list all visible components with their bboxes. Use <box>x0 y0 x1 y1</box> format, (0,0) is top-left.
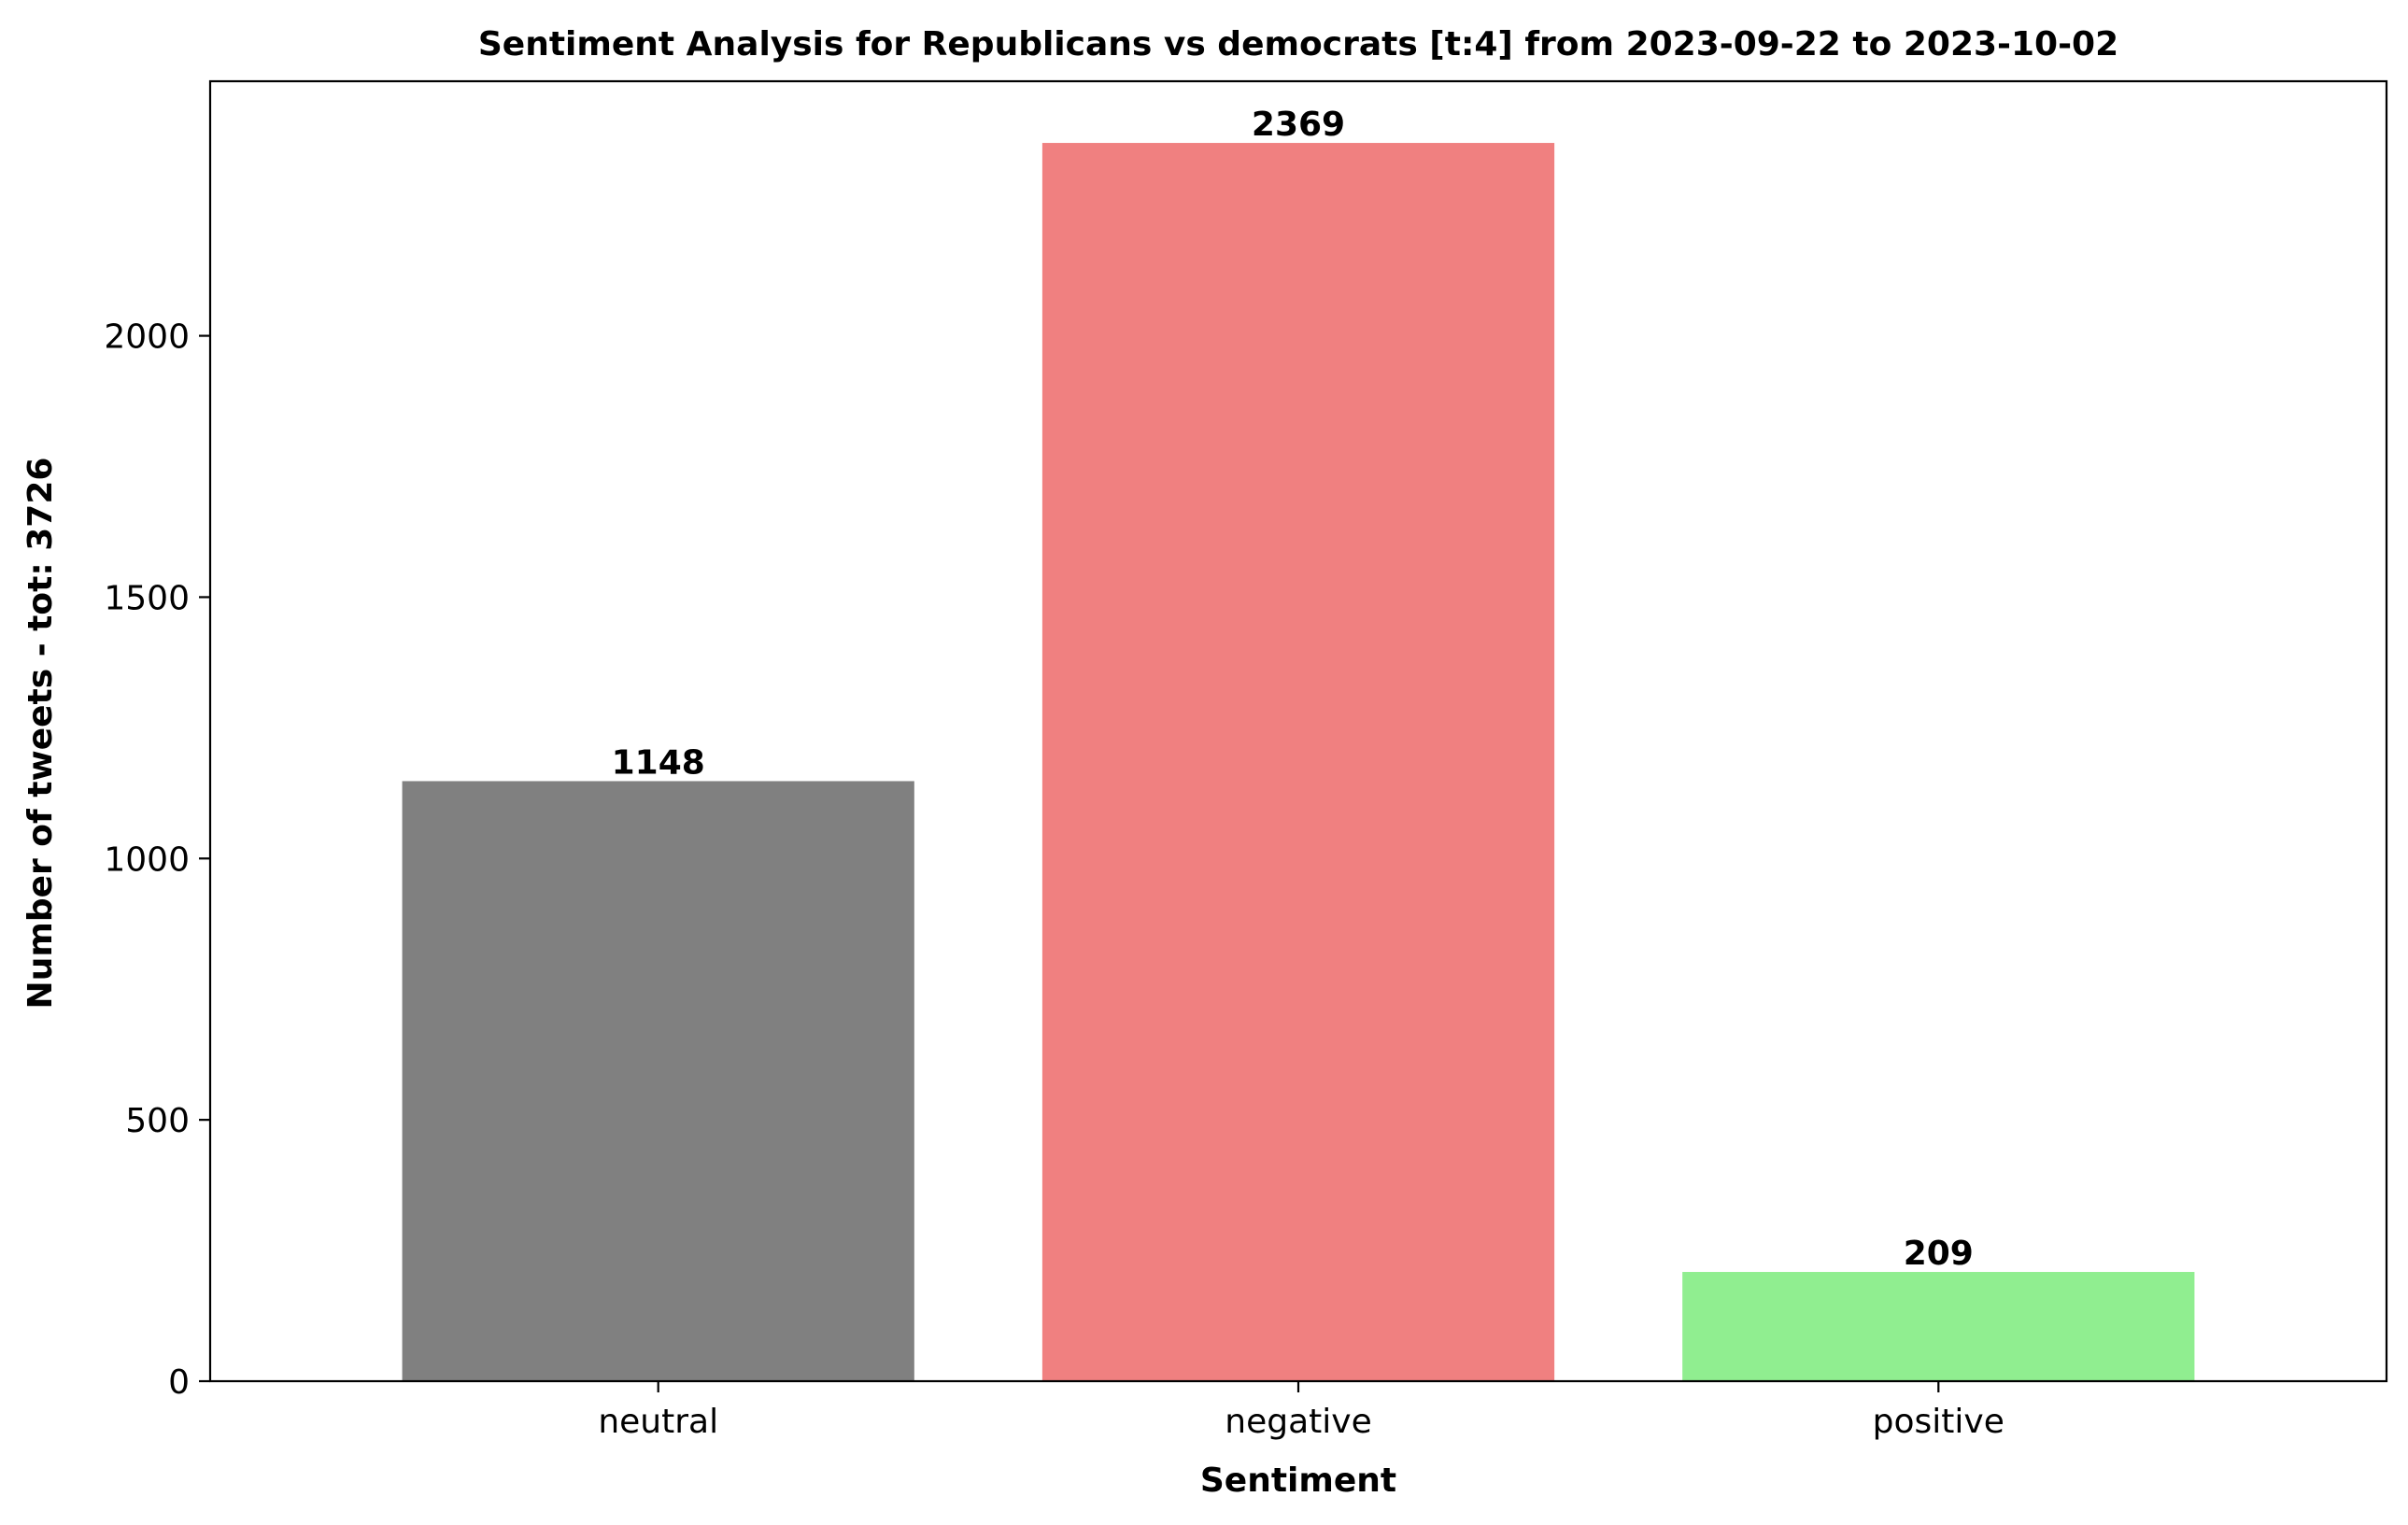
bar-neutral <box>402 781 914 1381</box>
x-tick-label-negative: negative <box>1225 1403 1371 1441</box>
x-tick-label-neutral: neutral <box>598 1403 718 1441</box>
y-tick-label: 0 <box>168 1363 190 1402</box>
axes-frame <box>208 79 2388 1383</box>
y-axis-label: Number of tweets - tot: 3726 <box>21 458 60 1010</box>
y-tick-label: 1000 <box>104 840 190 879</box>
data-label-negative: 2369 <box>1252 106 1345 144</box>
chart-title: Sentiment Analysis for Republicans vs de… <box>478 25 2118 64</box>
x-axis: neutral negative positive <box>598 1381 2004 1441</box>
x-tick-label-positive: positive <box>1873 1403 2004 1441</box>
x-axis-label: Sentiment <box>1200 1461 1396 1500</box>
data-labels-group: 1148 2369 209 <box>612 106 1974 1273</box>
plot-area <box>208 79 2388 1383</box>
bar-negative <box>1041 143 1555 1381</box>
y-tick-label: 1500 <box>104 579 190 617</box>
bars-group <box>402 143 2195 1381</box>
bar-positive <box>1682 1272 2195 1381</box>
y-axis: 0 500 1000 1500 2000 <box>104 318 210 1402</box>
data-label-neutral: 1148 <box>612 743 705 782</box>
y-tick-label: 2000 <box>104 318 190 357</box>
y-tick-label: 500 <box>125 1102 190 1140</box>
data-label-positive: 209 <box>1904 1235 1974 1273</box>
